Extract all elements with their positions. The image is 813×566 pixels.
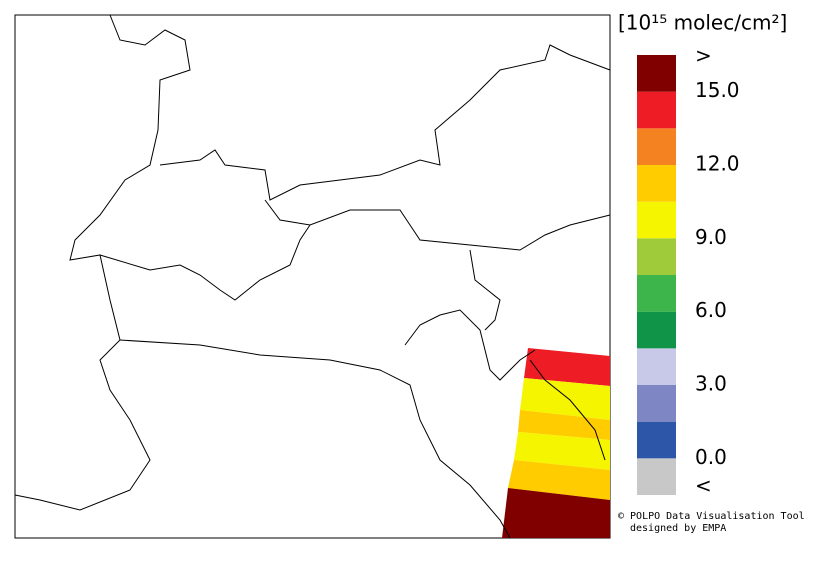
tick-label: 6.0 (695, 298, 727, 322)
colorbar: 0.0 3.0 6.0 9.0 12.0 15.0 > < (637, 44, 740, 498)
colorbar-box (637, 91, 676, 129)
colorbar-box (637, 55, 676, 92)
over-label: > (695, 44, 712, 68)
legend-title: [10¹⁵ molec/cm²] (618, 11, 787, 35)
tick-label: 9.0 (695, 225, 727, 249)
colorbar-box (637, 238, 676, 275)
tick-label: 15.0 (695, 78, 740, 102)
colorbar-box (637, 201, 676, 239)
tick-label: 12.0 (695, 152, 740, 176)
colorbar-box (637, 458, 676, 495)
colorbar-box (637, 421, 676, 459)
data-swath (502, 348, 610, 538)
credit-line: designed by EMPA (630, 523, 726, 534)
country-borders (14, 14, 611, 539)
map (14, 14, 611, 539)
colorbar-box (637, 385, 676, 422)
tick-label: 3.0 (695, 372, 727, 396)
colorbar-box (637, 128, 676, 165)
map-frame (14, 14, 611, 539)
credit-line: © POLPO Data Visualisation Tool (618, 511, 805, 522)
colorbar-box (637, 311, 676, 349)
colorbar-box (637, 165, 676, 202)
tick-label: 0.0 (695, 445, 727, 469)
colorbar-box (637, 348, 676, 385)
colorbar-box (637, 275, 676, 312)
under-label: < (695, 474, 712, 498)
